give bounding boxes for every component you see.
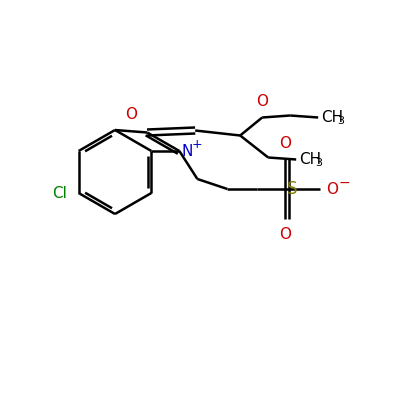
Text: CH: CH — [299, 152, 321, 167]
Text: Cl: Cl — [52, 186, 67, 200]
Text: 3: 3 — [337, 116, 344, 126]
Text: O: O — [326, 182, 338, 196]
Text: +: + — [191, 138, 202, 150]
Text: S: S — [287, 180, 298, 198]
Text: CH: CH — [321, 110, 343, 125]
Text: −: − — [338, 176, 350, 190]
Text: O: O — [279, 136, 291, 151]
Text: N: N — [181, 144, 193, 158]
Text: O: O — [125, 107, 137, 122]
Text: O: O — [279, 227, 291, 242]
Text: O: O — [256, 94, 268, 108]
Text: 3: 3 — [315, 158, 322, 168]
